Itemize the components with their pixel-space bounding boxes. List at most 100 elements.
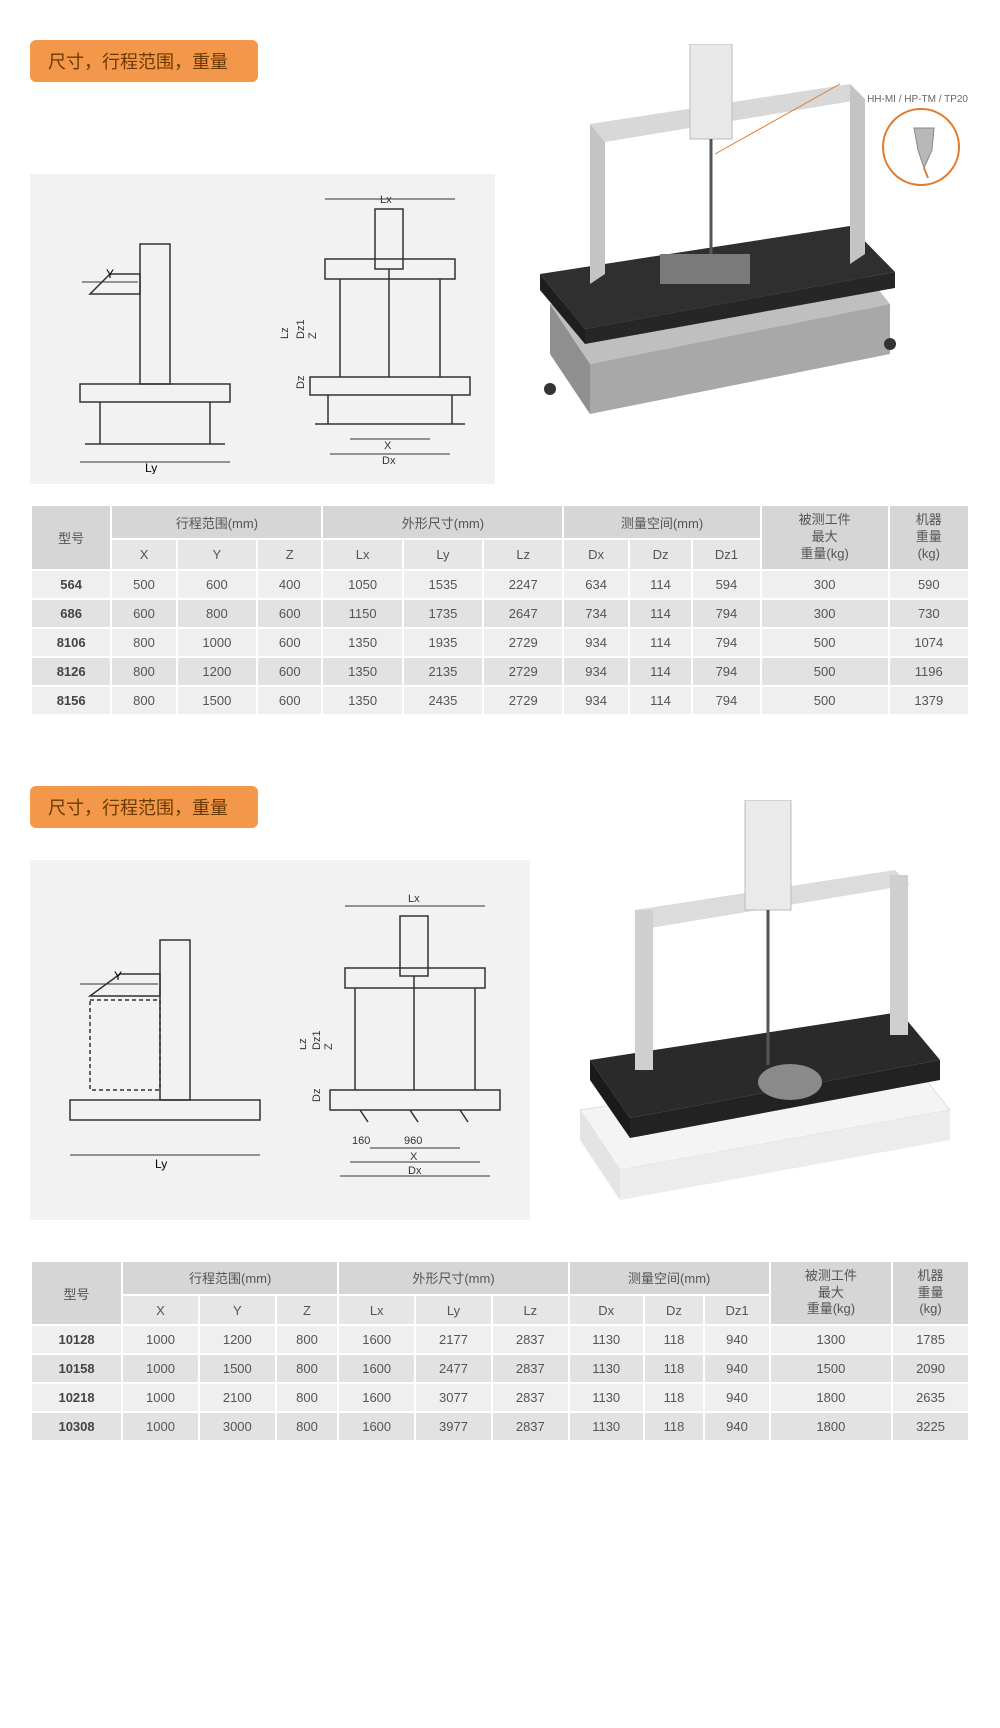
dim-Dz: Dz xyxy=(295,376,307,389)
section2-figure-area: Y Ly xyxy=(30,840,970,1240)
cell-value: 1500 xyxy=(199,1354,276,1383)
dim2-960: 960 xyxy=(404,1135,422,1147)
cell-model: 8156 xyxy=(31,686,111,715)
cell-value: 1130 xyxy=(569,1412,644,1441)
th-model: 型号 xyxy=(31,505,111,570)
cell-value: 1935 xyxy=(403,628,483,657)
cell-value: 1000 xyxy=(122,1325,199,1354)
th2-maxwt: 被测工件最大重量(kg) xyxy=(770,1261,892,1326)
cell-model: 10218 xyxy=(31,1383,122,1412)
th2-machwt: 机器重量(kg) xyxy=(892,1261,969,1326)
cell-value: 1074 xyxy=(889,628,969,657)
cell-value: 800 xyxy=(276,1354,339,1383)
cell-value: 1000 xyxy=(122,1383,199,1412)
cell-value: 794 xyxy=(692,628,760,657)
cell-value: 500 xyxy=(761,686,889,715)
cell-value: 1000 xyxy=(177,628,257,657)
cell-model: 686 xyxy=(31,599,111,628)
cell-value: 300 xyxy=(761,570,889,599)
sub-Dz1: Dz1 xyxy=(704,1295,769,1325)
cell-value: 800 xyxy=(177,599,257,628)
cell-value: 940 xyxy=(704,1412,769,1441)
cell-value: 2435 xyxy=(403,686,483,715)
section2-title-badge: 尺寸，行程范围，重量 xyxy=(30,786,258,828)
th-maxwt: 被测工件最大重量(kg) xyxy=(761,505,889,570)
cell-value: 500 xyxy=(761,657,889,686)
cell-value: 1350 xyxy=(322,657,402,686)
cell-value: 2135 xyxy=(403,657,483,686)
cell-value: 1350 xyxy=(322,628,402,657)
cell-value: 1000 xyxy=(122,1354,199,1383)
cell-value: 730 xyxy=(889,599,969,628)
cell-value: 1600 xyxy=(338,1412,415,1441)
cell-value: 1200 xyxy=(199,1325,276,1354)
cell-value: 400 xyxy=(257,570,322,599)
cell-value: 1500 xyxy=(770,1354,892,1383)
table-row: 1021810002100800160030772837113011894018… xyxy=(31,1383,969,1412)
cell-model: 10158 xyxy=(31,1354,122,1383)
cell-value: 3077 xyxy=(415,1383,492,1412)
cell-value: 934 xyxy=(563,686,628,715)
cell-value: 3225 xyxy=(892,1412,969,1441)
cell-value: 940 xyxy=(704,1325,769,1354)
dim2-Z: Z xyxy=(323,1043,335,1050)
cell-value: 114 xyxy=(629,686,692,715)
th-outline: 外形尺寸(mm) xyxy=(322,505,563,539)
sub-Lx: Lx xyxy=(322,539,402,569)
dim-Lx: Lx xyxy=(380,194,392,206)
section1-figure-area: HH-MI / HP-TM / TP20 xyxy=(30,94,970,484)
cell-value: 114 xyxy=(629,657,692,686)
cell-value: 2635 xyxy=(892,1383,969,1412)
cell-value: 2837 xyxy=(492,1325,569,1354)
sub-Y: Y xyxy=(177,539,257,569)
cell-value: 2647 xyxy=(483,599,563,628)
cell-model: 10128 xyxy=(31,1325,122,1354)
cell-value: 2837 xyxy=(492,1383,569,1412)
cell-value: 800 xyxy=(111,657,176,686)
dim2-X: X xyxy=(410,1151,418,1163)
section2-side-view: Y Ly xyxy=(50,900,280,1200)
cell-value: 1000 xyxy=(122,1412,199,1441)
cell-value: 800 xyxy=(276,1412,339,1441)
dim2-Y: Y xyxy=(114,969,122,983)
sub-Dz: Dz xyxy=(644,1295,705,1325)
sub-Ly: Ly xyxy=(403,539,483,569)
cell-model: 8106 xyxy=(31,628,111,657)
section2-front-view: Lx Lz Dz1 Z Dz 160 960 X Dx xyxy=(300,890,530,1210)
cell-model: 8126 xyxy=(31,657,111,686)
cell-value: 2177 xyxy=(415,1325,492,1354)
cell-value: 934 xyxy=(563,628,628,657)
cell-value: 594 xyxy=(692,570,760,599)
table-row: 8156800150060013502435272993411479450013… xyxy=(31,686,969,715)
cell-value: 1196 xyxy=(889,657,969,686)
cell-value: 734 xyxy=(563,599,628,628)
cell-value: 1600 xyxy=(338,1383,415,1412)
sub-Ly: Ly xyxy=(415,1295,492,1325)
cell-value: 600 xyxy=(257,628,322,657)
cell-value: 1600 xyxy=(338,1325,415,1354)
dim-Z: Z xyxy=(307,332,319,339)
cell-value: 114 xyxy=(629,599,692,628)
cell-value: 800 xyxy=(111,686,176,715)
cell-value: 1600 xyxy=(338,1354,415,1383)
dim-Dz1: Dz1 xyxy=(295,319,307,339)
cell-value: 1150 xyxy=(322,599,402,628)
cell-value: 1735 xyxy=(403,599,483,628)
sub-X: X xyxy=(122,1295,199,1325)
section2-product-render xyxy=(540,800,960,1220)
table-row: 1030810003000800160039772837113011894018… xyxy=(31,1412,969,1441)
cell-value: 500 xyxy=(111,570,176,599)
sub-Lz: Lz xyxy=(492,1295,569,1325)
table-row: 1015810001500800160024772837113011894015… xyxy=(31,1354,969,1383)
th-measure: 测量空间(mm) xyxy=(563,505,760,539)
table-row: 8126800120060013502135272993411479450011… xyxy=(31,657,969,686)
cell-value: 1785 xyxy=(892,1325,969,1354)
cell-value: 1130 xyxy=(569,1383,644,1412)
cell-value: 1300 xyxy=(770,1325,892,1354)
cell-value: 500 xyxy=(761,628,889,657)
section1-spec-table: 型号 行程范围(mm) 外形尺寸(mm) 测量空间(mm) 被测工件最大重量(k… xyxy=(30,504,970,716)
cell-value: 118 xyxy=(644,1325,705,1354)
th2-model: 型号 xyxy=(31,1261,122,1326)
th2-outline: 外形尺寸(mm) xyxy=(338,1261,568,1295)
th-travel: 行程范围(mm) xyxy=(111,505,322,539)
